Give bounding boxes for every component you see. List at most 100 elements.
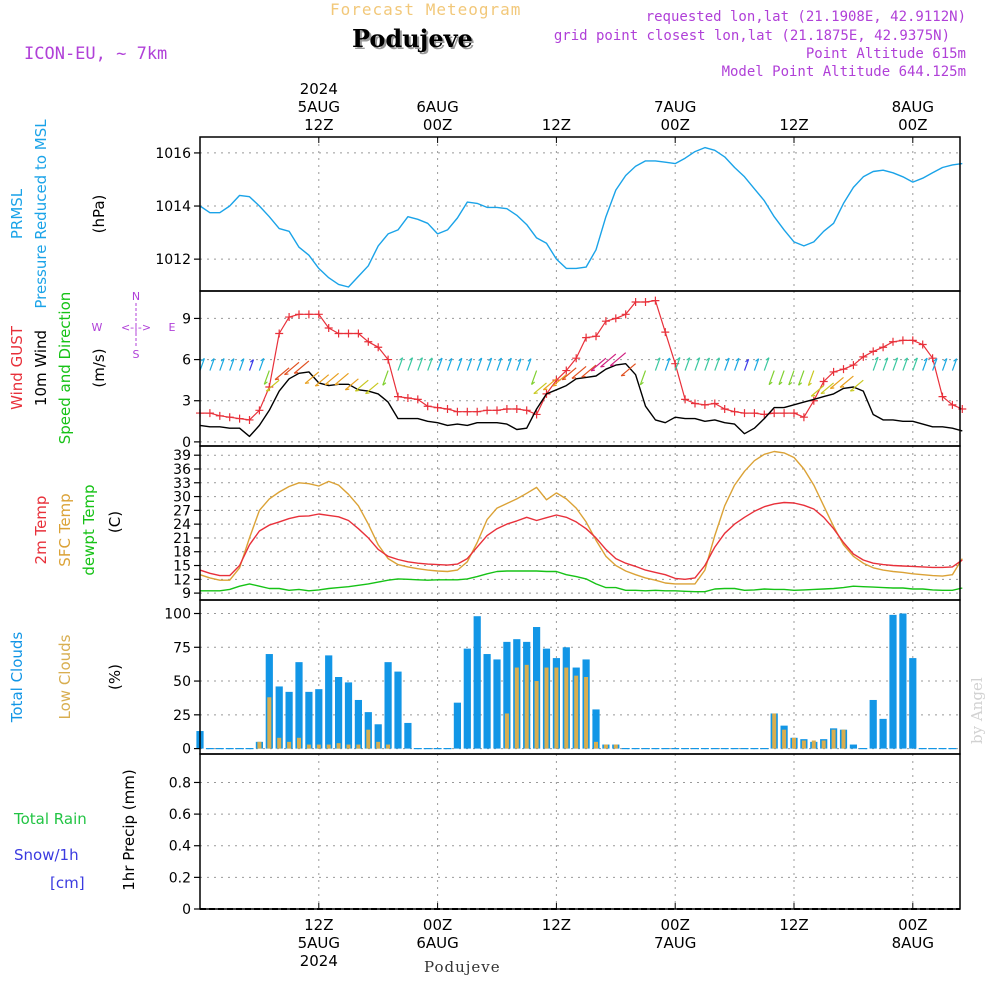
- time-label-bottom: 12Z: [779, 916, 808, 934]
- wind-direction-arrow: [922, 358, 928, 371]
- wind-arrow-head: [923, 357, 928, 362]
- wind-arrow-head: [696, 357, 701, 361]
- footer-location: Podujeve: [424, 958, 501, 976]
- wind-arrow-head: [498, 357, 502, 362]
- wind-arrow-head: [531, 381, 536, 385]
- wind-direction-arrow: [684, 357, 691, 371]
- prmsl-label-long: Pressure Reduced to MSL: [32, 119, 50, 309]
- low-cloud-bar: [287, 741, 292, 749]
- wind-arrow-head: [778, 381, 783, 386]
- wind-arrow-head: [527, 358, 532, 362]
- wind-direction-arrow: [533, 382, 547, 395]
- wind-direction-arrow: [694, 357, 701, 371]
- y-tick-label: 36: [173, 462, 191, 478]
- wind-arrow-head: [533, 392, 538, 395]
- wind-direction-arrow: [239, 358, 245, 371]
- wind-arrow-head: [240, 358, 245, 362]
- wind-direction-arrow: [674, 357, 681, 371]
- wind-direction-arrow: [265, 379, 280, 392]
- gust-marker: [255, 406, 264, 415]
- wind-direction-arrow: [209, 358, 215, 371]
- location-title: Podujeve: [352, 24, 473, 53]
- wind-direction-arrow: [571, 365, 587, 379]
- total-cloud-bar: [453, 702, 461, 749]
- wind-arrow-head: [953, 358, 958, 362]
- wind-direction-arrow: [763, 357, 770, 371]
- pressure-unit: (hPa): [90, 195, 108, 234]
- gust-marker: [819, 377, 828, 386]
- y-tick-label: 24: [173, 517, 191, 533]
- gust-marker: [275, 329, 284, 338]
- time-label-top: 00Z: [898, 116, 927, 134]
- gust-marker: [314, 310, 323, 319]
- low-cloud-bar: [386, 744, 391, 749]
- wind-arrow-head: [788, 381, 793, 386]
- wind-arrow-head: [305, 382, 310, 385]
- temp-2m-line: [199, 501, 963, 580]
- wind-arrow-head: [284, 373, 289, 376]
- low-cloud-bar: [603, 744, 608, 749]
- wind-direction-arrow: [892, 357, 899, 371]
- y-tick-label: 27: [173, 503, 191, 519]
- low-cloud-bar: [306, 744, 311, 749]
- gust-marker: [304, 310, 313, 319]
- wind-arrow-head: [200, 357, 205, 362]
- low-cloud-bar: [574, 675, 579, 749]
- wind-direction-arrow: [581, 364, 597, 378]
- wind-arrow-head: [639, 381, 644, 386]
- time-label-bottom: 12Z: [542, 916, 571, 934]
- wind-arrow-head: [458, 357, 463, 362]
- data-series: [196, 146, 967, 750]
- wind-direction-arrow: [882, 357, 889, 371]
- low-cloud-bar: [366, 729, 371, 749]
- wind-arrow-head: [745, 358, 749, 363]
- y-tick-label: 0.6: [169, 807, 191, 823]
- point-altitude: Point Altitude 615m: [805, 46, 966, 62]
- wind-direction-arrow: [324, 372, 339, 386]
- total-cloud-bar: [483, 654, 491, 749]
- compass-s: S: [133, 348, 140, 361]
- low-cloud-bar: [792, 737, 796, 749]
- wind-direction-arrow: [365, 382, 379, 395]
- gust-marker: [740, 409, 749, 418]
- wind-direction-arrow: [941, 358, 948, 371]
- wind-arrow-head: [686, 357, 691, 361]
- compass-n: N: [132, 290, 140, 303]
- wind-direction-arrow: [932, 358, 938, 371]
- temp-2m-label: 2m Temp: [32, 496, 50, 565]
- wind-arrow-head: [419, 357, 423, 361]
- low-cloud-bar: [257, 741, 262, 749]
- total-cloud-bar: [909, 658, 917, 749]
- y-tick-label: 1014: [155, 199, 191, 215]
- gust-marker: [572, 354, 581, 363]
- gust-marker: [463, 407, 472, 416]
- wind-direction-arrow: [258, 358, 265, 371]
- gust-marker: [473, 407, 482, 416]
- wind-direction-arrow: [753, 358, 760, 371]
- gust-marker: [562, 366, 571, 375]
- y-tick-label: 9: [182, 586, 191, 602]
- low-cloud-bar: [584, 677, 589, 749]
- y-tick-label: 15: [173, 559, 191, 575]
- wind-arrow-head: [874, 356, 879, 361]
- precip-unit: 1hr Precip (mm): [120, 769, 138, 890]
- wind-direction-arrow: [704, 357, 711, 371]
- wind-direction-arrow: [314, 374, 330, 387]
- y-tick-label: 39: [173, 448, 191, 464]
- sfc-temp-label: SFC Temp: [56, 493, 74, 566]
- wind-direction-arrow: [872, 357, 879, 371]
- wind-direction-arrow: [609, 352, 627, 367]
- low-cloud-bar: [356, 744, 361, 749]
- total-cloud-bar: [404, 722, 412, 749]
- wind-arrow-head: [768, 381, 773, 386]
- time-label-top: 12Z: [304, 116, 333, 134]
- gust-marker: [631, 297, 640, 306]
- requested-coords: requested lon,lat (21.1908E, 42.9112N): [645, 9, 966, 25]
- total-cloud-bar: [335, 677, 343, 749]
- wind-direction-arrow: [437, 357, 443, 371]
- wind-direction-arrow: [849, 379, 864, 392]
- model-altitude: Model Point Altitude 644.125m: [721, 64, 966, 80]
- gust-marker: [413, 395, 422, 404]
- wind-arrow-head: [365, 392, 370, 395]
- y-tick-label: 0: [182, 435, 191, 451]
